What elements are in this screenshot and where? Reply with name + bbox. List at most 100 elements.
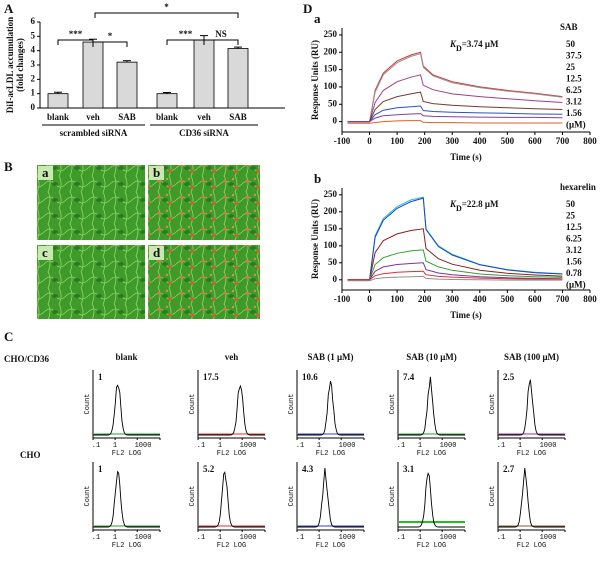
error-bar bbox=[200, 35, 208, 40]
x-tick-label: 0 bbox=[367, 136, 372, 146]
y-axis-label: (fold changes) bbox=[15, 38, 25, 92]
column-label: SAB (10 μM) bbox=[406, 352, 457, 362]
y-tick-label: 1 bbox=[31, 88, 36, 98]
y-tick-label: 5 bbox=[31, 30, 36, 40]
x-axis-label: Time (s) bbox=[450, 152, 482, 162]
significance-bracket bbox=[92, 41, 128, 47]
x-tick-label: 1000 bbox=[240, 442, 257, 450]
image-label: d bbox=[153, 245, 161, 260]
x-tick-label: veh bbox=[86, 112, 100, 122]
bar bbox=[156, 93, 178, 109]
y-axis-label: Count bbox=[489, 393, 497, 414]
y-axis-label: Count bbox=[389, 485, 397, 506]
x-tick-label: SAB bbox=[118, 112, 136, 122]
histogram bbox=[93, 384, 160, 436]
bar bbox=[47, 93, 69, 109]
histogram bbox=[198, 384, 265, 436]
x-tick-label: 1000 bbox=[440, 442, 457, 450]
x-tick-label: 600 bbox=[528, 294, 542, 304]
panel-letter: B bbox=[4, 159, 13, 174]
x-tick-label: 1000 bbox=[339, 534, 356, 542]
x-tick-label: 1000 bbox=[135, 442, 152, 450]
x-axis-label: Time (s) bbox=[450, 310, 482, 320]
row-label: CHO bbox=[20, 450, 41, 460]
y-axis-label: Count bbox=[189, 485, 197, 506]
x-tick-label: 1 bbox=[518, 534, 522, 542]
sensorgram-line bbox=[347, 74, 563, 123]
kd-value: =22.8 μM bbox=[462, 199, 499, 209]
x-tick-label: 1000 bbox=[440, 534, 457, 542]
x-axis-label: FL2 LOG bbox=[316, 450, 345, 458]
x-tick-label: .1 bbox=[497, 442, 505, 450]
bar bbox=[227, 48, 249, 109]
x-axis-label: FL2 LOG bbox=[517, 542, 546, 550]
label-box bbox=[38, 246, 53, 260]
sensorgram-line bbox=[347, 105, 563, 123]
legend-unit: (μM) bbox=[566, 280, 586, 290]
kd-annotation: KD=3.74 μM bbox=[449, 39, 499, 53]
legend-entry: 3.12 bbox=[566, 245, 582, 255]
kd-annotation: KD=22.8 μM bbox=[449, 199, 499, 213]
group-label: scrambled siRNA bbox=[60, 128, 128, 138]
bar bbox=[193, 39, 215, 109]
x-tick-label: 800 bbox=[583, 136, 597, 146]
y-tick-label: 100 bbox=[324, 81, 338, 91]
y-axis-label: Count bbox=[489, 485, 497, 506]
x-tick-label: 1000 bbox=[540, 534, 557, 542]
y-tick-label: 3 bbox=[31, 59, 36, 69]
legend-entry: 50 bbox=[566, 39, 576, 49]
significance-label: * bbox=[164, 2, 169, 12]
error-bar bbox=[234, 46, 242, 49]
error-bar bbox=[54, 91, 62, 94]
y-axis-label: Response Units (RU) bbox=[310, 40, 320, 120]
significance-label: * bbox=[108, 31, 113, 41]
legend-entry: 25 bbox=[566, 62, 576, 72]
y-axis-label: Count bbox=[84, 393, 92, 414]
sensorgram-line bbox=[347, 91, 563, 123]
histogram bbox=[198, 471, 265, 528]
sensorgram-line bbox=[347, 228, 563, 281]
kd-symbol: K bbox=[449, 199, 457, 209]
kd-value: =3.74 μM bbox=[462, 39, 499, 49]
x-tick-label: 100 bbox=[390, 294, 404, 304]
micrograph bbox=[37, 165, 145, 240]
y-tick-label: 200 bbox=[324, 46, 338, 56]
y-axis-label: Count bbox=[288, 485, 296, 506]
fold-value: 1 bbox=[98, 372, 103, 382]
sensorgram-line bbox=[347, 197, 563, 281]
column-label: SAB (1 μM) bbox=[307, 352, 353, 362]
kd-symbol: K bbox=[449, 39, 457, 49]
sensorgram-line bbox=[347, 53, 563, 123]
sensorgram-line bbox=[347, 275, 563, 282]
error-bar bbox=[163, 92, 171, 94]
x-tick-label: 1 bbox=[317, 442, 321, 450]
x-tick-label: 1000 bbox=[540, 442, 557, 450]
significance-bracket bbox=[94, 12, 239, 18]
x-tick-label: 200 bbox=[418, 294, 432, 304]
legend-entry: 6.25 bbox=[566, 234, 582, 244]
x-tick-label: .1 bbox=[92, 534, 100, 542]
legend-title: SAB bbox=[560, 22, 578, 32]
x-tick-label: 300 bbox=[445, 294, 459, 304]
fold-value: 2.5 bbox=[503, 372, 515, 382]
histogram bbox=[498, 468, 565, 528]
label-box bbox=[149, 246, 164, 260]
significance-bracket bbox=[203, 39, 239, 45]
x-tick-label: 700 bbox=[556, 294, 570, 304]
sensorgram-line bbox=[347, 113, 563, 123]
column-label: blank bbox=[115, 352, 137, 362]
y-tick-label: 0 bbox=[333, 274, 338, 284]
micrograph bbox=[148, 245, 260, 319]
panel-letter: A bbox=[4, 1, 14, 16]
fold-value: 10.6 bbox=[302, 372, 318, 382]
y-axis-label: Count bbox=[288, 393, 296, 414]
panel-letter: C bbox=[4, 329, 13, 344]
y-axis-label: Count bbox=[189, 393, 197, 414]
sensorgram-line bbox=[347, 262, 563, 281]
x-tick-label: .1 bbox=[296, 442, 304, 450]
legend-entry: 12.5 bbox=[566, 74, 582, 84]
sensorgram-line bbox=[347, 270, 563, 281]
x-tick-label: .1 bbox=[296, 534, 304, 542]
